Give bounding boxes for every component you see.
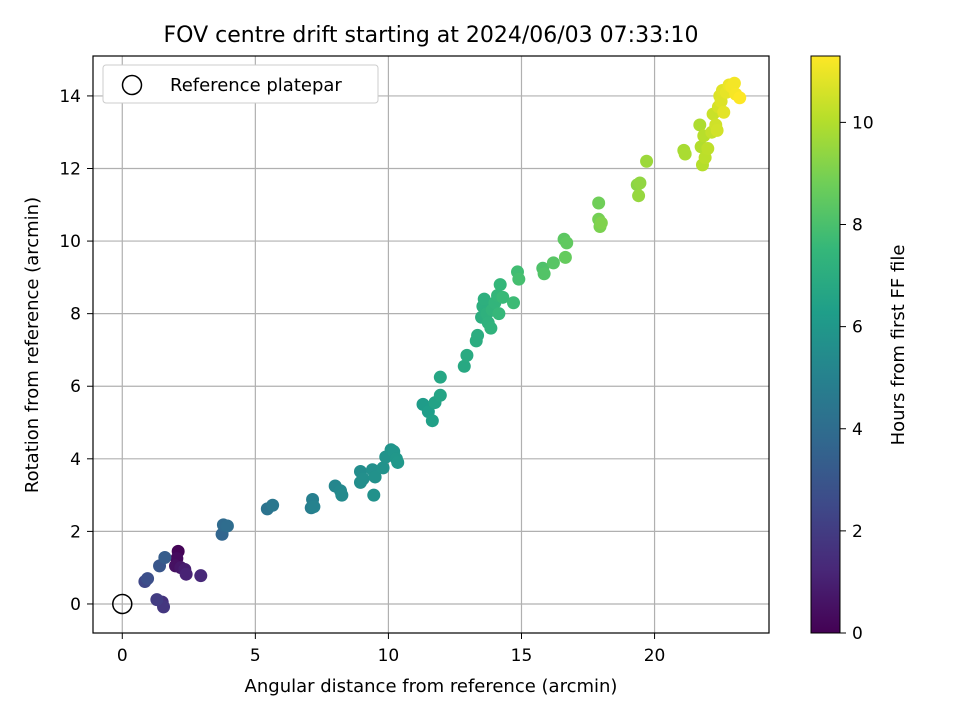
data-point <box>376 461 390 475</box>
y-tick-label: 10 <box>59 232 81 252</box>
y-tick-label: 4 <box>70 450 81 470</box>
legend: Reference platepar <box>102 64 379 104</box>
data-point <box>433 370 447 384</box>
data-point <box>693 118 707 132</box>
data-point <box>727 76 741 90</box>
data-point <box>367 488 381 502</box>
y-tick-label: 2 <box>70 522 81 542</box>
legend-marker <box>121 74 143 96</box>
data-point <box>546 256 560 270</box>
data-point <box>307 500 321 514</box>
x-tick-label: 10 <box>378 646 400 666</box>
data-point <box>733 91 747 105</box>
y-axis-ticks: 0 2 4 6 8 10 12 14 <box>59 87 93 615</box>
data-point <box>496 290 510 304</box>
data-point <box>493 278 507 292</box>
y-tick-label: 8 <box>70 305 81 325</box>
colorbar-label: Hours from first FF file <box>888 245 909 446</box>
data-point <box>141 572 155 586</box>
data-point <box>558 250 572 264</box>
data-point <box>158 551 172 565</box>
data-point <box>594 216 608 230</box>
data-point <box>179 567 193 581</box>
y-tick-label: 6 <box>70 377 81 397</box>
data-point <box>460 348 474 362</box>
data-point <box>507 296 521 310</box>
data-point <box>633 176 647 190</box>
data-point <box>194 569 208 583</box>
data-point <box>678 147 692 161</box>
data-point <box>592 196 606 210</box>
colorbar-tick-label: 8 <box>852 216 863 236</box>
data-point <box>484 321 498 335</box>
data-point <box>433 388 447 402</box>
colorbar-gradient <box>810 55 841 634</box>
colorbar-tick-label: 6 <box>852 318 863 338</box>
x-axis-ticks: 0 5 10 15 20 <box>117 633 666 666</box>
data-point <box>220 519 234 533</box>
y-tick-label: 14 <box>59 87 81 107</box>
data-point <box>471 328 485 342</box>
data-point <box>335 488 349 502</box>
x-tick-label: 0 <box>117 646 128 666</box>
data-point <box>425 414 439 428</box>
data-point <box>391 455 405 469</box>
x-tick-label: 15 <box>511 646 533 666</box>
x-tick-label: 5 <box>250 646 261 666</box>
x-tick-label: 20 <box>644 646 666 666</box>
data-point <box>640 154 654 168</box>
colorbar-tick-label: 2 <box>852 522 863 542</box>
data-point <box>717 105 731 119</box>
plot-frame <box>92 55 770 634</box>
data-point <box>356 472 370 486</box>
data-point <box>701 142 715 156</box>
colorbar: 0 2 4 6 8 10 Hours from first FF file <box>810 55 909 644</box>
colorbar-tick-label: 10 <box>852 113 874 133</box>
legend-box <box>102 64 379 104</box>
colorbar-tick-label: 0 <box>852 624 863 644</box>
y-axis-label: Rotation from reference (arcmin) <box>22 197 43 493</box>
y-tick-label: 12 <box>59 159 81 179</box>
legend-label: Reference platepar <box>170 75 342 96</box>
x-axis-label: Angular distance from reference (arcmin) <box>245 676 618 697</box>
data-point <box>710 123 724 137</box>
data-point <box>632 189 646 203</box>
data-point <box>512 272 526 286</box>
grid <box>93 56 769 633</box>
data-point <box>560 236 574 250</box>
data-point <box>457 359 471 373</box>
colorbar-ticks: 0 2 4 6 8 10 <box>840 113 874 644</box>
data-point <box>150 593 164 607</box>
data-point <box>368 470 382 484</box>
colorbar-tick-label: 4 <box>852 420 863 440</box>
data-point <box>537 267 551 281</box>
data-point <box>492 307 506 321</box>
reference-marker <box>112 593 133 615</box>
chart-title: FOV centre drift starting at 2024/06/03 … <box>164 23 699 48</box>
data-points <box>138 76 747 614</box>
y-tick-label: 0 <box>70 595 81 615</box>
data-point <box>477 292 491 306</box>
data-point <box>266 498 280 512</box>
